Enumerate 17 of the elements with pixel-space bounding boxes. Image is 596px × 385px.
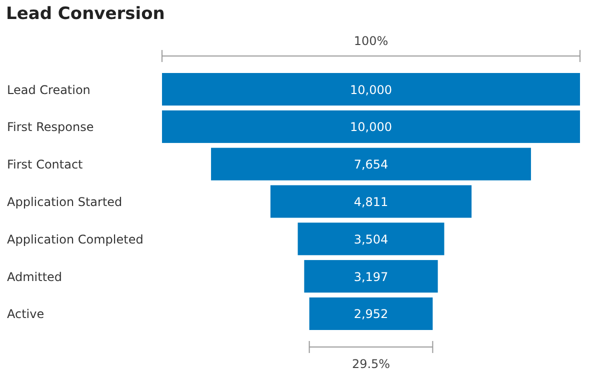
category-label: First Contact xyxy=(7,158,84,172)
category-label: Lead Creation xyxy=(7,82,90,97)
category-label: Application Started xyxy=(7,195,122,209)
category-label: Admitted xyxy=(7,270,62,284)
text: Lead Conversion xyxy=(6,4,165,24)
data-label: 7,654 xyxy=(354,158,388,172)
category-label: Active xyxy=(7,307,44,322)
data-label: 3,504 xyxy=(354,232,388,246)
data-label: 4,811 xyxy=(354,195,388,209)
text: 29.5% xyxy=(352,357,390,371)
category-label: First Response xyxy=(7,120,94,134)
data-label: 10,000 xyxy=(350,82,392,97)
text: 100% xyxy=(354,34,388,48)
data-label: 10,000 xyxy=(350,120,392,134)
data-label: 3,197 xyxy=(354,270,388,284)
category-label: Application Completed xyxy=(7,232,144,246)
data-label: 2,952 xyxy=(354,307,388,322)
